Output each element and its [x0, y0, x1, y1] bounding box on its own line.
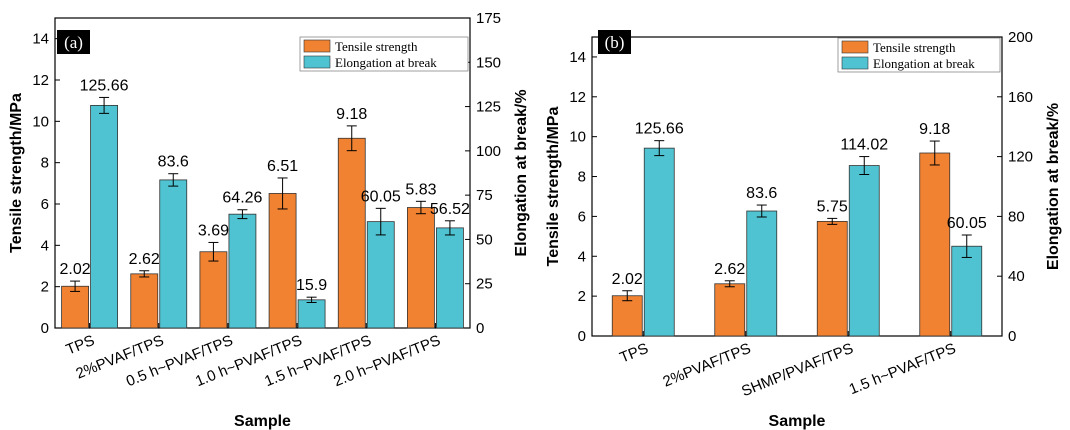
data-label-elongation: 125.66 [635, 121, 684, 138]
data-label-elongation: 64.26 [222, 190, 262, 207]
data-label-elongation: 114.02 [840, 137, 888, 154]
bar-tensile-strength [61, 285, 89, 329]
right-tick-label: 0 [1008, 328, 1016, 345]
right-tick-label: 75 [476, 187, 493, 204]
data-label-elongation: 60.05 [947, 215, 987, 232]
left-tick-label: 10 [569, 129, 586, 146]
y-axis-title-right: Elongation at break/% [513, 89, 530, 256]
legend-label-elongation: Elongation at break [335, 55, 437, 70]
x-axis-title: Sample [234, 413, 291, 430]
right-tick-label: 200 [1008, 29, 1033, 46]
data-label-elongation: 60.05 [361, 188, 401, 205]
bar-tensile-strength [199, 251, 228, 329]
y-axis-title-left: Tensile strength/MPa [545, 107, 562, 267]
right-tick-label: 25 [476, 276, 493, 293]
data-label-elongation: 125.66 [80, 77, 129, 94]
data-label-tensile: 5.83 [405, 181, 436, 198]
left-tick-label: 0 [41, 320, 49, 337]
data-label-elongation: 15.9 [296, 277, 327, 294]
y-axis-title-right: Elongation at break/% [1045, 103, 1062, 270]
panel-tag-box [57, 30, 90, 54]
panel-tag-box [598, 30, 631, 54]
left-tick-label: 14 [569, 49, 586, 66]
left-tick-label: 0 [578, 328, 586, 345]
data-label-tensile: 2.62 [714, 261, 745, 278]
right-tick-label: 40 [1008, 268, 1025, 285]
data-label-tensile: 6.51 [267, 158, 298, 175]
left-tick-label: 14 [32, 31, 49, 48]
data-label-tensile: 9.18 [919, 121, 950, 138]
bar-tensile-strength [268, 193, 297, 329]
legend-label-elongation: Elongation at break [873, 56, 975, 71]
panel-a: 0 2 4 6 8 10 12 14 0 25 50 75 100 125 150 175 2.02 125.66… [8, 10, 530, 430]
panel-tag-label: (b) [605, 33, 625, 52]
legend-label-tensile: Tensile strength [873, 40, 956, 55]
category-label: 2%PVAF/TPS [661, 340, 754, 391]
data-label-tensile: 5.75 [817, 198, 848, 215]
bar-tensile-strength [714, 283, 746, 337]
right-tick-label: 125 [476, 99, 501, 116]
left-tick-label: 6 [578, 208, 586, 225]
bar-tensile-strength [919, 152, 951, 337]
legend-swatch-tensile [303, 39, 331, 53]
data-label-tensile: 2.62 [129, 251, 160, 268]
legend-swatch-tensile [841, 40, 869, 54]
data-label-elongation: 83.6 [158, 154, 189, 171]
y-axis-title-left: Tensile strength/MPa [8, 93, 25, 253]
legend-swatch-elongation [303, 55, 331, 69]
left-tick-label: 2 [578, 288, 586, 305]
left-tick-label: 12 [32, 72, 49, 89]
data-label-tensile: 2.02 [612, 271, 643, 288]
plot-frame [591, 36, 1003, 337]
left-tick-label: 8 [41, 155, 49, 172]
data-label-tensile: 2.02 [60, 261, 91, 278]
right-tick-label: 0 [476, 320, 484, 337]
right-tick-label: 175 [476, 10, 501, 27]
left-tick-label: 12 [569, 89, 586, 106]
panel-tag-label: (a) [64, 33, 83, 52]
data-label-tensile: 9.18 [336, 106, 367, 123]
bar-elongation-at-break [746, 210, 778, 337]
left-tick-label: 8 [578, 169, 586, 186]
legend-label-tensile: Tensile strength [335, 39, 418, 54]
bar-tensile-strength [407, 207, 435, 329]
bar-elongation-at-break [951, 245, 983, 337]
right-tick-label: 100 [476, 143, 501, 160]
bar-elongation-at-break [366, 221, 395, 329]
bar-elongation-at-break [848, 165, 880, 337]
right-tick-label: 80 [1008, 208, 1025, 225]
bar-tensile-strength [337, 137, 366, 329]
left-tick-label: 6 [41, 196, 49, 213]
bar-tensile-strength [816, 220, 848, 337]
data-label-elongation: 83.6 [746, 185, 777, 202]
right-tick-label: 160 [1008, 89, 1033, 106]
bar-elongation-at-break [436, 227, 464, 329]
legend-swatch-elongation [841, 56, 869, 70]
data-label-tensile: 3.69 [198, 222, 229, 239]
category-label: TPS [617, 340, 650, 367]
left-tick-label: 4 [578, 248, 586, 265]
category-label: 1.5 h~PVAF/TPS [847, 340, 959, 398]
bar-elongation-at-break [90, 105, 118, 329]
category-label: SHMP/PVAF/TPS [739, 340, 856, 400]
data-label-elongation: 56.52 [430, 201, 470, 218]
bar-tensile-strength [130, 273, 159, 329]
x-axis-title: Sample [769, 413, 826, 430]
left-tick-label: 2 [41, 279, 49, 296]
left-tick-label: 4 [41, 237, 49, 254]
right-tick-label: 120 [1008, 149, 1033, 166]
category-label: TPS [64, 332, 97, 359]
bar-elongation-at-break [643, 147, 675, 337]
bar-elongation-at-break [159, 179, 188, 329]
right-tick-label: 50 [476, 231, 493, 248]
bar-elongation-at-break [297, 299, 326, 329]
right-tick-label: 150 [476, 54, 501, 71]
bar-tensile-strength [611, 295, 643, 337]
panel-b: 0 2 4 6 8 10 12 14 0 40 80 120 160 200 2.02 125.66 TPS 2.… [545, 29, 1062, 430]
bar-elongation-at-break [228, 213, 257, 329]
plot-frame [54, 17, 471, 329]
left-tick-label: 10 [32, 113, 49, 130]
